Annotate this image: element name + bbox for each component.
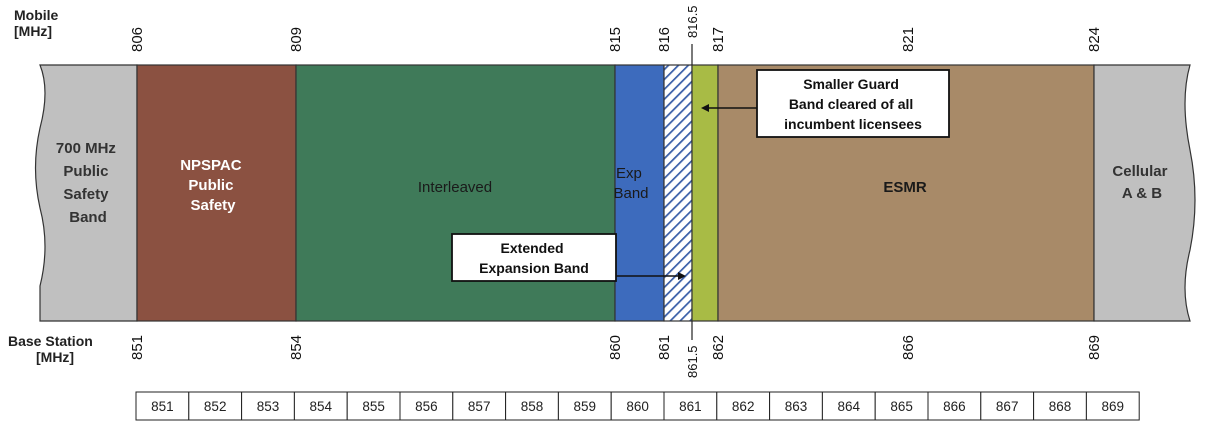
mobile-tick: 824 — [1086, 27, 1103, 52]
base-axis-title-line2: [MHz] — [36, 349, 74, 365]
base-tick: 869 — [1086, 335, 1103, 360]
scale-cell-label: 869 — [1102, 399, 1125, 414]
scale-cell-label: 856 — [415, 399, 438, 414]
mobile-ticks: 806 809 815 816 816.5 817 821 824 — [129, 5, 1103, 65]
band-cellular-label: Cellular A & B — [1112, 163, 1171, 202]
scale-cell — [980, 391, 1035, 421]
scale-cell-label: 865 — [890, 399, 913, 414]
scale-cell — [610, 391, 665, 421]
scale-cell-label: 867 — [996, 399, 1019, 414]
scale-cell-label: 855 — [362, 399, 385, 414]
mobile-tick: 817 — [710, 27, 727, 52]
scale-cell — [452, 391, 507, 421]
scale-cell-label: 852 — [204, 399, 227, 414]
scale-cell-label: 861 — [679, 399, 702, 414]
scale-cell-label: 857 — [468, 399, 491, 414]
scale-cell-label: 851 — [151, 399, 174, 414]
base-tick: 862 — [710, 335, 727, 360]
scale-cell-label: 862 — [732, 399, 755, 414]
scale-cell — [821, 391, 876, 421]
frequency-scale-row: 851 852 853 854 855 856 857 858 859 860 861 862 863 8… — [135, 391, 1140, 421]
base-tick: 854 — [288, 335, 305, 360]
scale-cell-label: 854 — [310, 399, 333, 414]
mobile-axis-title-line1: Mobile — [14, 7, 59, 23]
mobile-tick: 816.5 — [685, 5, 700, 38]
band-700mhz-label: 700 MHz Public Safety Band — [56, 140, 120, 226]
scale-cell — [1033, 391, 1087, 421]
scale-cell — [663, 391, 718, 421]
mobile-axis-title: Mobile [MHz] — [14, 7, 62, 39]
band-npspac — [136, 64, 297, 322]
guard-callout-box — [756, 69, 950, 138]
base-tick: 861 — [656, 335, 673, 360]
scale-cell — [505, 391, 559, 421]
base-tick: 866 — [900, 335, 917, 360]
mobile-tick: 821 — [900, 27, 917, 52]
extended-callout-text: Extended Expansion Band — [479, 240, 589, 276]
base-axis-title: Base Station [MHz] — [8, 333, 97, 365]
band-exp-label: Exp Band — [613, 165, 648, 202]
scale-cell — [135, 391, 190, 421]
base-tick: 861.5 — [685, 345, 700, 378]
arrow-head-icon — [701, 104, 709, 112]
mobile-axis-title-line2: [MHz] — [14, 23, 52, 39]
scale-cell-label: 866 — [943, 399, 966, 414]
scale-cell-label: 860 — [626, 399, 649, 414]
band-interleaved-label: Interleaved — [418, 179, 492, 196]
band-npspac-label: NPSPAC Public Safety — [180, 157, 246, 214]
base-ticks: 851 854 860 861 861.5 862 866 869 — [129, 321, 1103, 378]
scale-cell — [769, 391, 823, 421]
band-cellular — [1093, 64, 1196, 322]
arrow-head-icon — [678, 272, 686, 280]
scale-cell-label: 864 — [838, 399, 861, 414]
band-guard — [691, 64, 719, 322]
scale-cell — [1085, 391, 1140, 421]
scale-cell-label: 868 — [1049, 399, 1072, 414]
mobile-tick: 816 — [656, 27, 673, 52]
scale-cell — [346, 391, 401, 421]
mobile-tick: 815 — [607, 27, 624, 52]
band-esmr-label: ESMR — [883, 179, 927, 196]
base-tick: 860 — [607, 335, 624, 360]
extended-callout-box — [451, 233, 617, 282]
mobile-tick: 806 — [129, 27, 146, 52]
base-tick: 851 — [129, 335, 146, 360]
scale-cell — [557, 391, 612, 421]
scale-cell — [293, 391, 348, 421]
scale-cell — [188, 391, 243, 421]
mobile-tick: 809 — [288, 27, 305, 52]
band-extended-expansion — [663, 64, 693, 322]
scale-cell-label: 859 — [574, 399, 597, 414]
scale-cell — [927, 391, 982, 421]
guard-callout-text: Smaller Guard Band cleared of all incumb… — [784, 76, 922, 132]
base-axis-title-line1: Base Station — [8, 333, 93, 349]
scale-cell-label: 858 — [521, 399, 544, 414]
scale-cell — [716, 391, 771, 421]
band-exp — [614, 64, 665, 322]
scale-cell-label: 853 — [257, 399, 280, 414]
scale-cell-label: 863 — [785, 399, 808, 414]
band-700mhz — [34, 64, 138, 322]
